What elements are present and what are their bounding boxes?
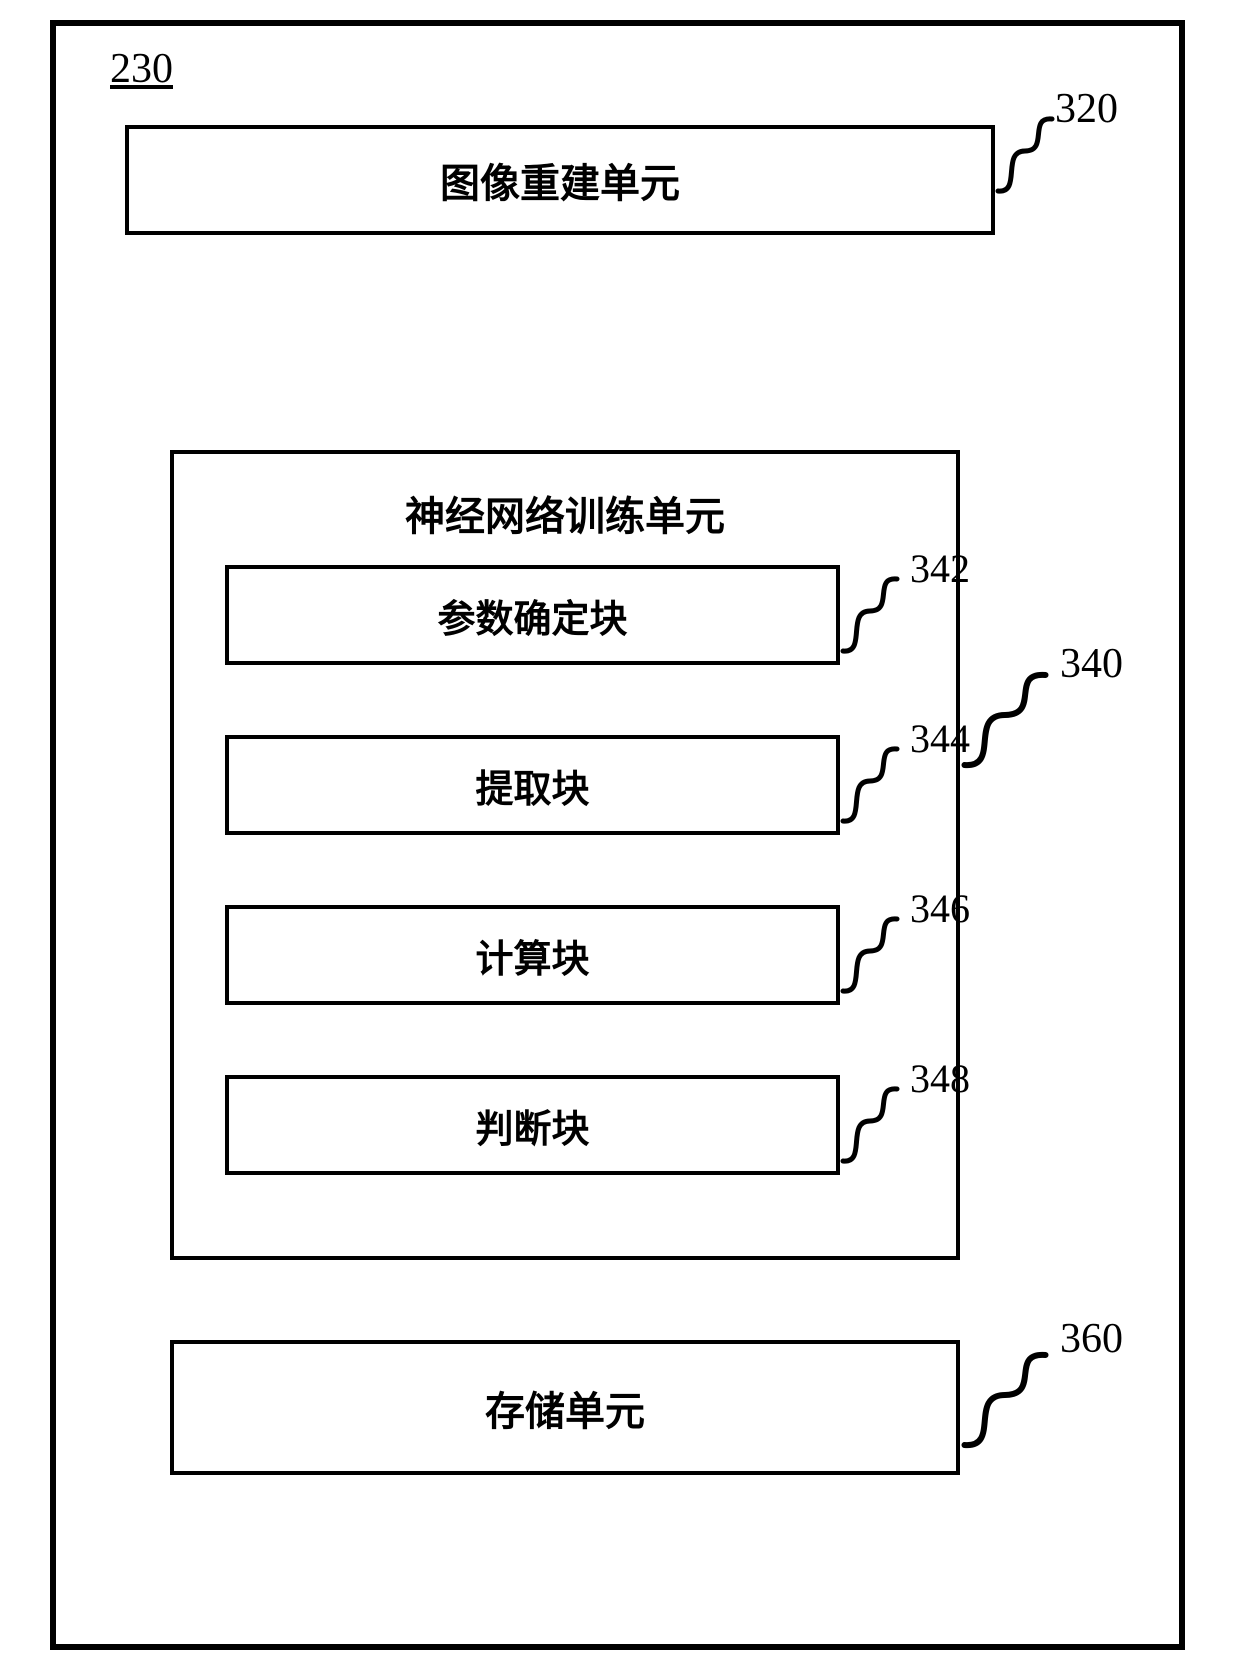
leader-squiggle-320 — [995, 115, 1055, 195]
judge-block-box: 判断块 — [225, 1075, 840, 1175]
compute-block-label: 计算块 — [475, 928, 589, 983]
leader-squiggle-360 — [960, 1350, 1050, 1450]
ref-num-344: 344 — [910, 715, 970, 762]
extract-block-box: 提取块 — [225, 735, 840, 835]
nn-training-unit-title: 神经网络训练单元 — [174, 484, 956, 542]
compute-block-box: 计算块 — [225, 905, 840, 1005]
ref-num-346: 346 — [910, 885, 970, 932]
extract-block-label: 提取块 — [475, 758, 589, 813]
leader-squiggle-340 — [960, 670, 1050, 770]
ref-num-360: 360 — [1060, 1315, 1123, 1363]
image-rebuild-unit-box: 图像重建单元 — [125, 125, 995, 235]
leader-squiggle-342 — [840, 575, 900, 655]
judge-block-label: 判断块 — [475, 1098, 589, 1153]
leader-squiggle-344 — [840, 745, 900, 825]
leader-squiggle-346 — [840, 915, 900, 995]
storage-unit-label: 存储单元 — [485, 1379, 645, 1437]
ref-num-342: 342 — [910, 545, 970, 592]
storage-unit-box: 存储单元 — [170, 1340, 960, 1475]
image-rebuild-unit-label: 图像重建单元 — [440, 151, 680, 209]
module-ref-230: 230 — [110, 45, 173, 93]
diagram-canvas: 230 图像重建单元 320 神经网络训练单元 340 参数确定块 342 提取… — [0, 0, 1240, 1679]
ref-num-348: 348 — [910, 1055, 970, 1102]
ref-num-340: 340 — [1060, 640, 1123, 688]
param-determine-block-box: 参数确定块 — [225, 565, 840, 665]
param-determine-block-label: 参数确定块 — [437, 588, 627, 643]
leader-squiggle-348 — [840, 1085, 900, 1165]
ref-num-320: 320 — [1055, 85, 1118, 133]
